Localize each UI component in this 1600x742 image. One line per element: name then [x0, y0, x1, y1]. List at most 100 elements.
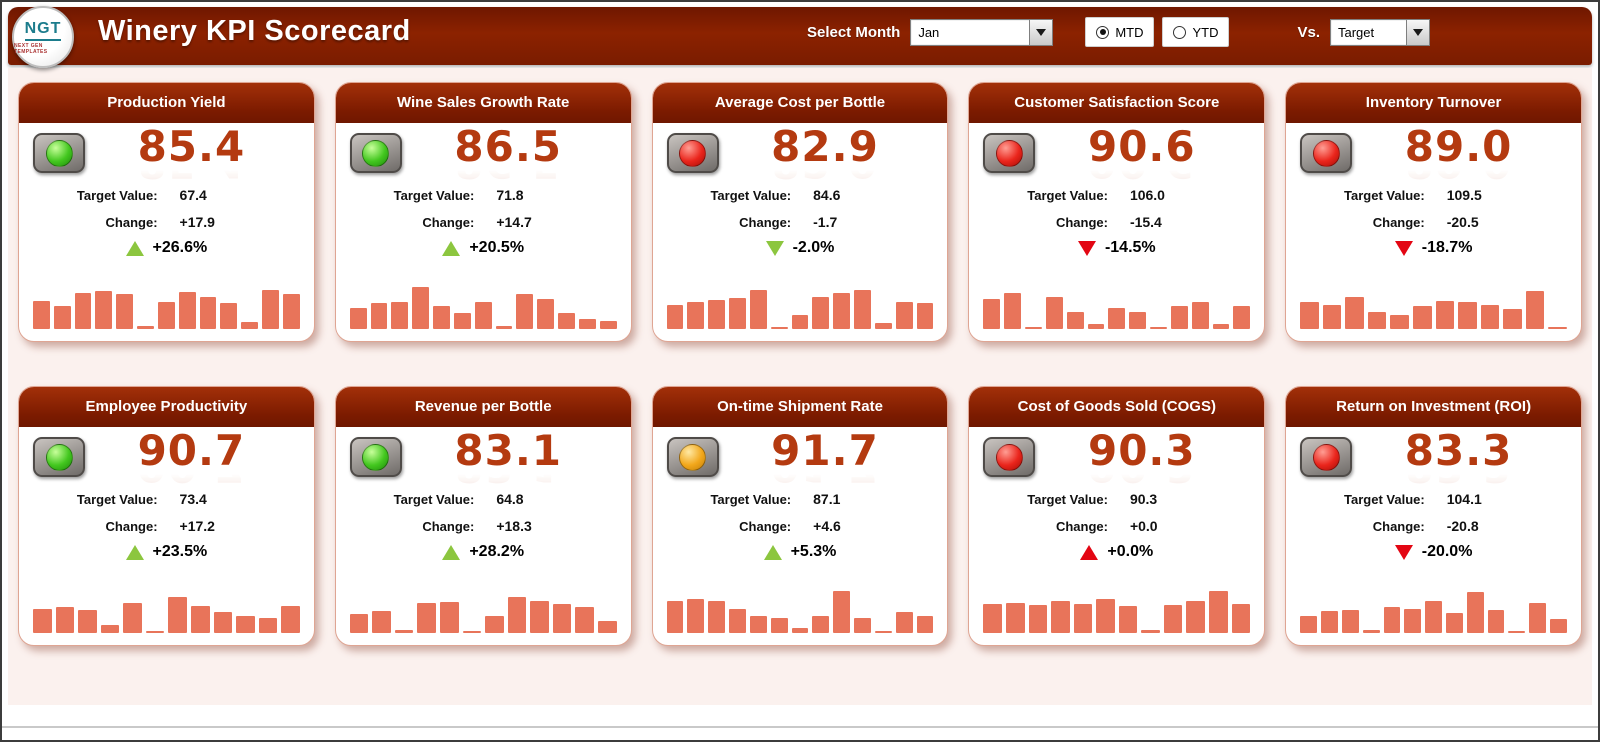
kpi-value: 82.9: [771, 122, 879, 171]
kpi-card: Return on Investment (ROI) 83.3 83.3 Tar…: [1285, 386, 1582, 646]
mtd-radio[interactable]: MTD: [1085, 17, 1155, 47]
percent-change: -20.0%: [1421, 543, 1473, 560]
spark-bar: [729, 297, 746, 329]
change-value: +14.7: [496, 214, 532, 230]
change-value: -1.7: [813, 214, 838, 230]
ytd-label: YTD: [1192, 24, 1219, 40]
traffic-light: [666, 133, 719, 173]
target-value: 67.4: [179, 187, 207, 203]
spark-bar: [1322, 304, 1342, 329]
header-bar: [8, 7, 1592, 65]
spark-bar: [241, 322, 259, 329]
spark-bar: [1300, 302, 1319, 329]
page-title: Winery KPI Scorecard: [98, 15, 411, 47]
spark-bar: [199, 296, 217, 329]
target-value: 84.6: [813, 187, 841, 203]
spark-bar: [33, 301, 50, 329]
change-row: Change: -15.4: [969, 214, 1264, 230]
spark-bar: [1150, 326, 1167, 329]
spark-bar: [687, 302, 705, 329]
change-label: Change:: [105, 519, 158, 534]
status-light-icon: [362, 139, 390, 167]
spark-bar: [530, 600, 549, 633]
change-label: Change:: [1372, 519, 1425, 534]
target-row: Target Value: 84.6: [653, 187, 948, 203]
change-value: -20.5: [1446, 214, 1479, 230]
spark-bar: [729, 608, 746, 633]
traffic-light: [349, 133, 402, 173]
kpi-value-reflection: 86.5: [402, 169, 615, 184]
spark-bar: [812, 296, 830, 329]
spark-bar: [687, 599, 705, 633]
target-row: Target Value: 90.3: [969, 491, 1264, 507]
spark-bar-chart: [983, 271, 1251, 329]
kpi-card: Customer Satisfaction Score 90.6 90.6 Ta…: [968, 82, 1266, 342]
status-light-icon: [679, 443, 707, 471]
change-row: Change: +18.3: [336, 518, 631, 534]
spark-bar: [190, 606, 210, 633]
change-label: Change:: [739, 519, 792, 534]
change-label: Change:: [1372, 215, 1425, 230]
kpi-card-title: Employee Productivity: [19, 387, 314, 427]
target-value: 87.1: [813, 491, 841, 507]
spark-bar: [462, 630, 482, 633]
kpi-card-title: Cost of Goods Sold (COGS): [969, 387, 1265, 427]
kpi-card: Wine Sales Growth Rate 86.5 86.5 Target …: [334, 82, 632, 342]
spark-bar: [1480, 304, 1500, 329]
spark-bar: [708, 600, 726, 633]
kpi-card: On-time Shipment Rate 91.7 91.7 Target V…: [651, 386, 949, 646]
spark-bar: [812, 615, 830, 633]
change-value: +0.0: [1129, 518, 1158, 534]
kpi-card-title: Production Yield: [19, 83, 314, 123]
spark-bar: [895, 302, 913, 329]
spark-bar: [123, 602, 142, 633]
percent-row: +28.2%: [336, 543, 631, 561]
spark-bar: [983, 604, 1002, 633]
spark-bar: [433, 305, 450, 329]
dropdown-arrow-icon[interactable]: [1406, 19, 1429, 45]
spark-bar: [1550, 619, 1567, 633]
kpi-value-wrap: 82.9 82.9: [719, 122, 932, 184]
chevron-down-icon: [1036, 28, 1047, 36]
target-row: Target Value: 87.1: [653, 491, 948, 507]
traffic-light: [983, 437, 1036, 477]
spark-bar: [372, 610, 391, 633]
dropdown-arrow-icon[interactable]: [1029, 19, 1053, 45]
vs-dropdown[interactable]: Target: [1330, 18, 1430, 46]
status-light-icon: [1312, 139, 1340, 167]
trend-arrow-icon: [1080, 544, 1099, 560]
target-label: Target Value:: [76, 188, 158, 203]
spark-bar: [1413, 305, 1432, 329]
spark-bar: [833, 591, 851, 633]
status-light-icon: [995, 139, 1023, 167]
traffic-light: [1300, 133, 1353, 173]
spark-bar: [749, 615, 767, 633]
ytd-radio[interactable]: YTD: [1162, 17, 1230, 47]
spark-bar: [1163, 605, 1183, 633]
kpi-value-reflection: 90.7: [85, 473, 298, 488]
spark-bar: [1341, 609, 1359, 633]
kpi-card-title: Customer Satisfaction Score: [969, 83, 1265, 123]
percent-change: +26.6%: [152, 239, 208, 256]
spark-bar: [1435, 301, 1455, 329]
kpi-card: Cost of Goods Sold (COGS) 90.3 90.3 Targ…: [968, 386, 1266, 646]
spark-bar: [854, 617, 871, 633]
target-row: Target Value: 64.8: [336, 491, 631, 507]
change-row: Change: -1.7: [653, 214, 948, 230]
target-row: Target Value: 73.4: [19, 491, 314, 507]
traffic-light: [33, 437, 85, 477]
spark-bar: [1548, 326, 1567, 329]
kpi-card-title: Wine Sales Growth Rate: [335, 83, 631, 123]
spark-bar: [770, 326, 788, 329]
spark-bar-chart: [349, 271, 617, 329]
spark-bar: [1321, 610, 1338, 633]
target-value: 71.8: [496, 187, 524, 203]
spark-bar: [178, 291, 196, 329]
spark-bar: [1186, 600, 1206, 633]
change-value: -20.8: [1446, 518, 1479, 534]
month-dropdown[interactable]: Jan: [910, 18, 1054, 46]
spark-bar-chart: [1300, 575, 1567, 633]
spark-bar: [33, 608, 52, 633]
spark-bar: [412, 287, 430, 329]
spark-bar: [1487, 609, 1505, 633]
